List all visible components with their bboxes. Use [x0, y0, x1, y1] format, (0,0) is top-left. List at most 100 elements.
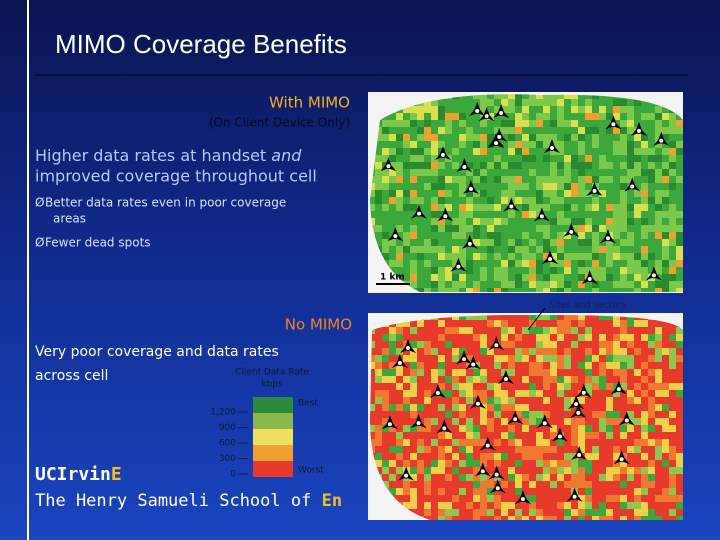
- map-cell: [417, 397, 424, 404]
- map-cell: [620, 190, 627, 197]
- map-cell: [606, 204, 613, 211]
- map-cell: [592, 155, 599, 162]
- map-cell: [669, 397, 676, 404]
- map-cell: [592, 439, 599, 446]
- map-cell: [480, 432, 487, 439]
- map-cell: [641, 418, 648, 425]
- legend-swatch: [253, 413, 293, 429]
- map-cell: [459, 197, 466, 204]
- map-cell: [676, 120, 683, 127]
- map-cell: [648, 327, 655, 334]
- map-cell: [375, 348, 382, 355]
- map-cell: [424, 106, 431, 113]
- map-cell: [459, 397, 466, 404]
- map-cell: [669, 239, 676, 246]
- map-cell: [522, 190, 529, 197]
- map-cell: [655, 155, 662, 162]
- map-cell: [396, 190, 403, 197]
- map-cell: [578, 383, 585, 390]
- map-cell: [648, 253, 655, 260]
- map-cell: [438, 246, 445, 253]
- map-cell: [557, 267, 564, 274]
- map-cell: [571, 502, 578, 509]
- map-cell: [536, 369, 543, 376]
- map-cell: [389, 162, 396, 169]
- map-cell: [641, 106, 648, 113]
- map-cell: [445, 355, 452, 362]
- map-cell: [641, 390, 648, 397]
- map-cell: [487, 260, 494, 267]
- map-cell: [522, 274, 529, 281]
- map-cell: [550, 267, 557, 274]
- map-cell: [669, 348, 676, 355]
- map-cell: [431, 239, 438, 246]
- map-cell: [417, 432, 424, 439]
- map-cell: [557, 232, 564, 239]
- map-cell: [445, 246, 452, 253]
- map-cell: [585, 314, 592, 320]
- map-cell: [606, 432, 613, 439]
- map-cell: [410, 197, 417, 204]
- map-cell: [543, 432, 550, 439]
- map-cell: [529, 481, 536, 488]
- map-cell: [564, 355, 571, 362]
- map-cell: [417, 404, 424, 411]
- map-cell: [522, 176, 529, 183]
- map-cell: [389, 176, 396, 183]
- map-cell: [578, 218, 585, 225]
- map-cell: [585, 453, 592, 460]
- map-cell: [599, 288, 606, 293]
- map-cell: [508, 127, 515, 134]
- map-cell: [620, 127, 627, 134]
- map-cell: [606, 197, 613, 204]
- map-cell: [438, 197, 445, 204]
- map-cell: [410, 411, 417, 418]
- map-cell: [403, 176, 410, 183]
- map-cell: [543, 502, 550, 509]
- map-cell: [410, 390, 417, 397]
- map-cell: [480, 418, 487, 425]
- map-cell: [592, 502, 599, 509]
- map-cell: [641, 169, 648, 176]
- map-cell: [627, 467, 634, 474]
- map-cell: [550, 383, 557, 390]
- map-cell: [459, 488, 466, 495]
- map-cell: [508, 211, 515, 218]
- map-cell: [641, 253, 648, 260]
- map-cell: [641, 474, 648, 481]
- map-cell: [389, 120, 396, 127]
- legend-best: Best: [298, 399, 318, 409]
- map-cell: [431, 274, 438, 281]
- map-cell: [585, 106, 592, 113]
- map-cell: [536, 225, 543, 232]
- map-cell: [382, 369, 389, 376]
- map-cell: [473, 99, 480, 106]
- map-cell: [501, 453, 508, 460]
- map-cell: [634, 439, 641, 446]
- map-cell: [508, 432, 515, 439]
- map-cell: [543, 425, 550, 432]
- map-cell: [501, 418, 508, 425]
- map-cell: [466, 453, 473, 460]
- map-cell: [578, 113, 585, 120]
- map-cell: [669, 516, 676, 520]
- map-cell: [529, 113, 536, 120]
- map-cell: [466, 425, 473, 432]
- map-cell: [417, 446, 424, 453]
- map-cell: [571, 404, 578, 411]
- map-cell: [557, 509, 564, 516]
- map-cell: [417, 439, 424, 446]
- map-cell: [557, 453, 564, 460]
- map-cell: [599, 376, 606, 383]
- map-cell: [592, 253, 599, 260]
- map-cell: [480, 169, 487, 176]
- map-cell: [676, 267, 683, 274]
- map-cell: [669, 425, 676, 432]
- map-cell: [634, 246, 641, 253]
- map-cell: [641, 404, 648, 411]
- map-cell: [438, 320, 445, 327]
- map-cell: [662, 120, 669, 127]
- map-cell: [445, 474, 452, 481]
- map-cell: [452, 376, 459, 383]
- map-cell: [473, 225, 480, 232]
